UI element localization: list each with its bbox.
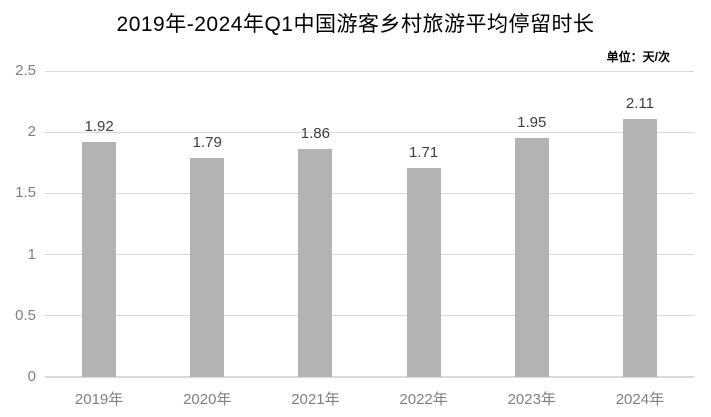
bar-value-label: 1.71: [408, 144, 439, 161]
bar-value-label: 1.92: [84, 118, 114, 135]
bar: [514, 138, 549, 377]
x-axis-line: [45, 376, 694, 378]
plot-area: 1.92 1.79 1.86 1.71 1.95 2.11: [45, 70, 694, 378]
gridline: [45, 131, 694, 133]
bar: [298, 149, 333, 377]
x-axis-label: 2022年: [399, 391, 448, 408]
bar: [82, 142, 117, 377]
bar-value-label: 1.86: [300, 125, 330, 142]
y-tick-label: 1.5: [15, 184, 36, 202]
bar-value-label: 2.11: [625, 95, 654, 112]
y-tick-label: 0.5: [15, 306, 36, 324]
bar: [406, 168, 441, 377]
gridline: [45, 315, 694, 317]
y-tick-label: 1: [27, 245, 36, 263]
bar-value-label: 1.79: [192, 134, 222, 151]
y-tick-label: 2.5: [15, 62, 36, 79]
x-axis-label: 2019年: [74, 391, 124, 408]
bar: [190, 158, 225, 377]
x-axis-label: 2023年: [507, 391, 556, 408]
y-tick-label: 2: [27, 123, 36, 141]
unit-label: 单位：天/次: [606, 50, 670, 64]
gridline: [45, 70, 694, 72]
x-axis-label: 2021年: [291, 391, 340, 408]
x-axis-label: 2024年: [615, 391, 665, 408]
gridline: [45, 254, 694, 256]
y-tick-label: 0: [27, 368, 36, 385]
bar-value-label: 1.95: [517, 114, 547, 131]
x-axis-label: 2020年: [183, 391, 232, 408]
gridline: [45, 192, 694, 194]
bar: [622, 119, 657, 377]
chart-title: 2019年-2024年Q1中国游客乡村旅游平均停留时长: [116, 13, 595, 36]
